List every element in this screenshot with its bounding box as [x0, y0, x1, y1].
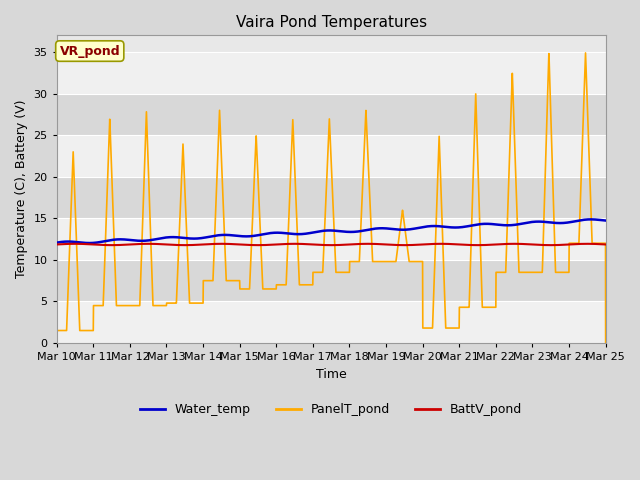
Bar — [57, 94, 605, 135]
Legend: Water_temp, PanelT_pond, BattV_pond: Water_temp, PanelT_pond, BattV_pond — [135, 398, 527, 421]
Bar — [57, 135, 605, 177]
Title: Vaira Pond Temperatures: Vaira Pond Temperatures — [236, 15, 427, 30]
Bar — [57, 301, 605, 343]
X-axis label: Time: Time — [316, 368, 346, 381]
Text: VR_pond: VR_pond — [60, 45, 120, 58]
Bar — [57, 260, 605, 301]
Bar — [57, 177, 605, 218]
Bar — [57, 52, 605, 94]
Y-axis label: Temperature (C), Battery (V): Temperature (C), Battery (V) — [15, 100, 28, 278]
Bar — [57, 218, 605, 260]
